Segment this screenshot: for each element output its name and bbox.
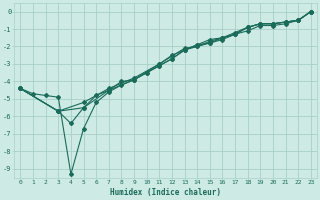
X-axis label: Humidex (Indice chaleur): Humidex (Indice chaleur) [110, 188, 221, 197]
